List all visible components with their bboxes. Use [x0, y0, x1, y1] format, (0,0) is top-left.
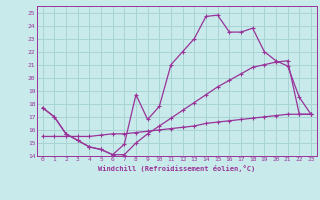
X-axis label: Windchill (Refroidissement éolien,°C): Windchill (Refroidissement éolien,°C): [98, 165, 255, 172]
